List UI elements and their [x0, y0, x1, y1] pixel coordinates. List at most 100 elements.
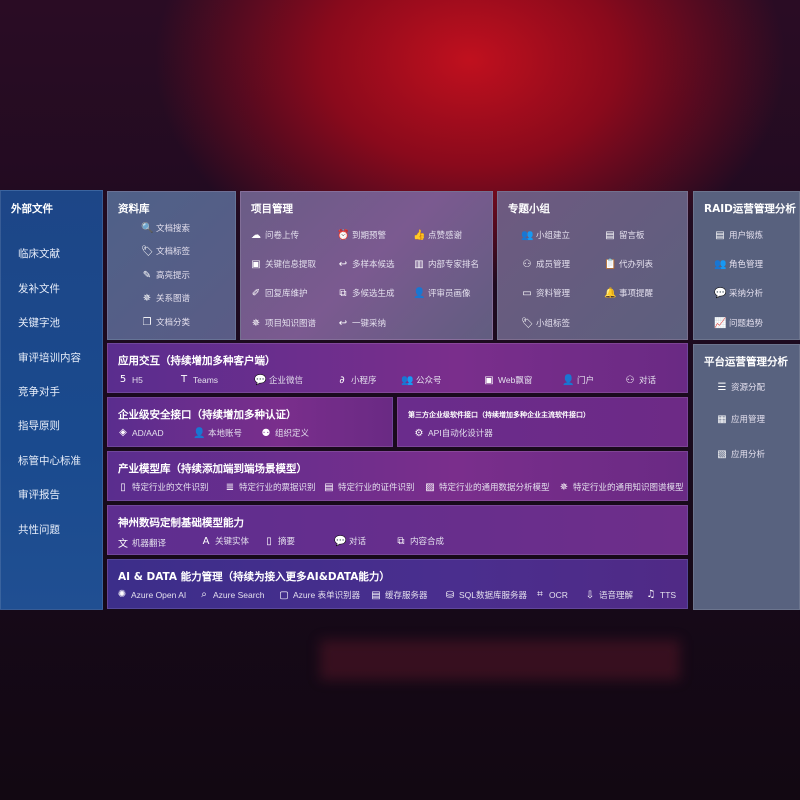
item-user[interactable]: 👤 本地账号 — [193, 427, 242, 439]
item-label: 留言板 — [619, 230, 645, 240]
item-label: API自动化设计器 — [428, 428, 493, 438]
item-users[interactable]: 👥 角色管理 — [714, 258, 763, 270]
item-html5[interactable]: 5 H5 — [117, 374, 143, 385]
item-label: 摘要 — [278, 536, 296, 546]
item-chat[interactable]: 💬 对话 — [334, 535, 366, 547]
item-chart[interactable]: ▨ 特定行业的通用数据分析模型 — [424, 481, 549, 493]
external-file-item[interactable]: 临床文献 — [18, 248, 60, 260]
item-pen[interactable]: ✎ 高亮提示 — [141, 269, 190, 281]
diamond-icon: ◈ — [119, 427, 127, 438]
gear-icon: ⚙ — [414, 427, 424, 439]
item-translate[interactable]: 文机器翻译 — [117, 535, 167, 551]
reply-icon: ↩ — [338, 317, 348, 329]
entity-icon: A — [202, 535, 210, 547]
item-puzzle[interactable]: ⧉ 内容合成 — [395, 535, 444, 547]
item-checklist[interactable]: ☰ 资源分配 — [716, 381, 766, 393]
bbs-icon: ▤ — [605, 229, 615, 241]
item-label: 小组标签 — [536, 318, 571, 328]
users-icon: 👥 — [521, 229, 534, 241]
user-icon: 👤 — [413, 287, 426, 299]
item-wechat-work[interactable]: 💬 企业微信 — [254, 374, 303, 386]
item-ocr[interactable]: ⌗ OCR — [534, 589, 568, 600]
item-label: 组织定义 — [275, 428, 310, 438]
item-tag[interactable]: 🏷 文档标签 — [141, 245, 190, 257]
item-doc[interactable]: ▯ 摘要 — [263, 535, 295, 547]
doc-stack-icon: ❐ — [142, 316, 152, 328]
panel-title: AI & DATA 能力管理（持续为接入更多AI&DATA能力） — [118, 571, 390, 583]
item-edit[interactable]: ✐ 回复库维护 — [250, 287, 308, 299]
external-file-item[interactable]: 审评培训内容 — [18, 352, 81, 364]
item-search[interactable]: ⌕ Azure Search — [198, 589, 264, 600]
item-alarm[interactable]: ⏰ 到期预警 — [337, 229, 386, 241]
item-receipt[interactable]: ≣ 特定行业的票据识别 — [224, 481, 316, 493]
item-chat-users[interactable]: ⚇ 对话 — [624, 374, 657, 386]
item-portal[interactable]: 👤 门户 — [562, 374, 594, 386]
item-users[interactable]: 👥 小组建立 — [521, 229, 570, 241]
item-id-card[interactable]: ▤ 用户锻炼 — [714, 229, 763, 241]
item-ranking[interactable]: ▥ 内部专家排名 — [413, 258, 479, 270]
item-trend[interactable]: 📈 问题趋势 — [714, 317, 763, 329]
item-graph[interactable]: ✵ 特定行业的通用知识图谱模型 — [558, 481, 684, 493]
item-reply[interactable]: ↩ 多样本候选 — [337, 258, 395, 270]
item-label: 本地账号 — [208, 428, 243, 438]
html5-icon: 5 — [119, 374, 127, 385]
item-cloud-upload[interactable]: ☁ 问卷上传 — [250, 229, 299, 241]
external-file-item[interactable]: 审评报告 — [18, 489, 60, 501]
item-tts[interactable]: ♫ TTS — [645, 589, 677, 600]
item-teams[interactable]: T Teams — [178, 374, 218, 385]
item-window[interactable]: ▣ 关键信息提取 — [250, 258, 316, 270]
item-id-card[interactable]: ▤ 特定行业的证件识别 — [323, 481, 415, 493]
item-bbs[interactable]: ▤ 留言板 — [604, 229, 645, 241]
item-server[interactable]: ▤ 缓存服务器 — [370, 589, 427, 601]
item-users[interactable]: 👥 公众号 — [401, 374, 442, 386]
item-window[interactable]: ▣ Web飘窗 — [483, 374, 532, 386]
item-graph[interactable]: ✵ 关系图谱 — [141, 292, 190, 304]
item-label: TTS — [660, 589, 677, 600]
wechat-work-icon: 💬 — [254, 374, 267, 386]
item-doc[interactable]: ▯ 特定行业的文件识别 — [117, 481, 208, 493]
external-file-item[interactable]: 关键字池 — [18, 317, 60, 329]
item-label: Teams — [193, 374, 219, 385]
item-openai[interactable]: ✺ Azure Open AI — [116, 589, 187, 600]
item-doc-search[interactable]: 🔍 文档搜索 — [141, 222, 190, 234]
external-file-item[interactable]: 共性问题 — [18, 524, 60, 536]
item-database[interactable]: ⛁ SQL数据库服务器 — [444, 589, 527, 601]
item-label: OCR — [549, 589, 568, 600]
item-diamond[interactable]: ◈ AD/AAD — [117, 427, 164, 438]
window-icon: ▣ — [484, 374, 494, 386]
item-thumbs-up[interactable]: 👍 点赞感谢 — [413, 229, 462, 241]
project-panel: 项目管理 ☁ 问卷上传 ⏰ 到期预警 👍 点赞感谢 ▣ 关键信息提取 ↩ 多样本候选 ▥ 内部专家排名 ✐… — [240, 191, 493, 340]
item-label: 机器翻译 — [132, 537, 167, 548]
item-label: 角色管理 — [729, 259, 764, 269]
item-qa[interactable]: 💬 采纳分析 — [714, 287, 763, 299]
openai-icon: ✺ — [117, 589, 127, 600]
item-form[interactable]: ▢ Azure 表单识别器 — [278, 589, 360, 601]
item-bell[interactable]: 🔔 事项提醒 — [604, 287, 653, 299]
id-card-icon: ▤ — [324, 481, 334, 493]
item-reply[interactable]: ↩ 一键采纳 — [337, 317, 386, 329]
item-label: 到期预警 — [352, 230, 387, 240]
item-apps[interactable]: ▦ 应用管理 — [716, 413, 765, 425]
item-mini-program[interactable]: ∂ 小程序 — [336, 374, 376, 386]
item-doc-stack[interactable]: ❐ 文档分类 — [141, 316, 191, 328]
item-label: 门户 — [577, 375, 595, 385]
item-folder[interactable]: ▭ 资料管理 — [521, 287, 570, 299]
external-file-item[interactable]: 指导原则 — [18, 420, 60, 432]
item-speech[interactable]: ⇩ 语音理解 — [584, 589, 633, 601]
ai-data-panel: AI & DATA 能力管理（持续为接入更多AI&DATA能力） ✺ Azure O… — [107, 559, 688, 609]
external-file-item[interactable]: 竞争对手 — [18, 386, 60, 398]
form-icon: ▢ — [279, 589, 289, 601]
item-analysis[interactable]: ▧ 应用分析 — [716, 448, 765, 460]
item-label: 特定行业的证件识别 — [338, 482, 415, 492]
item-tag[interactable]: 🏷 小组标签 — [521, 317, 570, 329]
item-gear[interactable]: ⚙ API自动化设计器 — [413, 427, 493, 439]
item-user-add[interactable]: ⚇ 成员管理 — [521, 258, 571, 270]
item-graph[interactable]: ✵ 项目知识图谱 — [250, 317, 316, 329]
item-entity[interactable]: A 关键实体 — [200, 535, 249, 547]
item-org[interactable]: ⚉ 组织定义 — [260, 427, 310, 439]
external-file-item[interactable]: 标管中心标准 — [18, 455, 81, 467]
item-user[interactable]: 👤 评审员画像 — [413, 287, 471, 299]
item-clipboard[interactable]: 📋 代办列表 — [604, 258, 653, 270]
item-puzzle[interactable]: ⧉ 多候选生成 — [337, 287, 394, 299]
external-file-item[interactable]: 发补文件 — [18, 283, 60, 295]
